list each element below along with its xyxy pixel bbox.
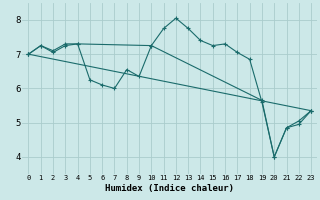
- X-axis label: Humidex (Indice chaleur): Humidex (Indice chaleur): [105, 184, 234, 193]
